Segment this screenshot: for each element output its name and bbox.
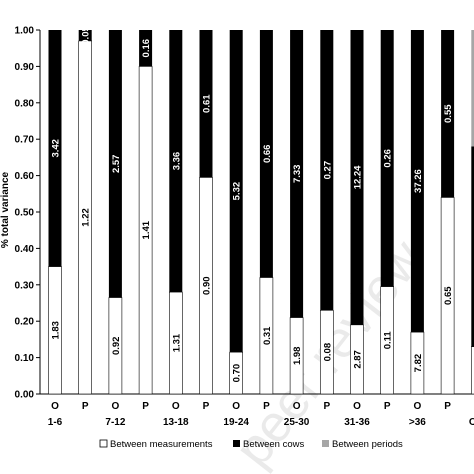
- data-label-measurements: 1.83: [51, 321, 62, 340]
- x-tick-label: O: [51, 401, 59, 412]
- group-label: 1-6: [48, 417, 63, 428]
- data-label-measurements: 2.87: [353, 350, 364, 369]
- x-tick-label: O: [353, 401, 361, 412]
- data-label-measurements: 0.11: [383, 331, 394, 350]
- bar-segment: [470, 346, 474, 395]
- bar-segment: [48, 30, 62, 267]
- data-label-cows: 0.55: [443, 104, 454, 123]
- x-tick-label: P: [142, 401, 149, 412]
- y-tick-label: 0.50: [15, 208, 35, 219]
- data-label-measurements: 1.31: [171, 333, 182, 352]
- data-label-measurements: 0.31: [262, 326, 273, 345]
- data-label-measurements: 7.82: [413, 354, 424, 373]
- data-label-measurements: 0.08: [322, 343, 333, 362]
- legend: Between measurements Between cows Betwee…: [99, 439, 403, 450]
- data-label-measurements: 1.41: [141, 220, 152, 239]
- x-tick-label: P: [323, 401, 330, 412]
- y-tick-label: 0.70: [15, 135, 35, 146]
- y-tick-label: 0.60: [15, 171, 35, 182]
- legend-swatch-measurements: [99, 439, 108, 448]
- x-tick-label: O: [232, 401, 240, 412]
- bar-segment: [108, 30, 122, 298]
- bar-segment: [320, 30, 334, 311]
- group-label: 25-30: [284, 417, 310, 428]
- y-tick-label: 0.40: [15, 244, 35, 255]
- data-label-cows: 0.05: [81, 26, 92, 45]
- y-axis-label: % total variance: [0, 171, 11, 248]
- bars: [48, 30, 474, 395]
- x-tick-label: P: [82, 401, 89, 412]
- data-label-measurements: 0.65: [443, 286, 454, 305]
- data-label-cows: 5.32: [232, 182, 243, 201]
- bar-segment: [78, 30, 92, 41]
- data-label-cows: 0.66: [262, 145, 273, 164]
- data-label-cows: 0.26: [383, 149, 394, 168]
- x-tick-label: O: [293, 401, 301, 412]
- data-label-cows: 2.57: [111, 155, 122, 174]
- data-label-cows: 0.61: [202, 94, 213, 113]
- bar-segment: [199, 30, 213, 178]
- data-label-cows: 3.42: [51, 139, 62, 158]
- x-tick-label: P: [384, 401, 391, 412]
- data-label-measurements: 0.90: [202, 276, 213, 295]
- data-label-cows: 12.24: [353, 165, 364, 189]
- bar-segment: [139, 30, 153, 67]
- x-tick-label: P: [263, 401, 270, 412]
- y-tick-label: 0.90: [15, 62, 35, 73]
- y-tick-label: 0.80: [15, 98, 35, 109]
- data-label-cows: 37.26: [413, 169, 424, 193]
- bar-segment: [169, 30, 183, 293]
- group-label: Overall: [469, 417, 474, 428]
- group-label: 7-12: [105, 417, 125, 428]
- legend-label-cows: Between cows: [243, 439, 305, 450]
- data-label-cows: 0.16: [141, 39, 152, 58]
- x-tick-label: O: [172, 401, 180, 412]
- data-label-cows: 7.33: [292, 165, 303, 184]
- legend-label-measurements: Between measurements: [110, 439, 213, 450]
- bar-segment: [290, 30, 304, 318]
- group-label: 13-18: [163, 417, 189, 428]
- x-tick-label: O: [414, 401, 422, 412]
- bar-segment: [380, 30, 394, 287]
- bar-segment: [441, 30, 455, 198]
- group-label: 19-24: [223, 417, 249, 428]
- legend-swatch-cows: [233, 440, 240, 447]
- y-tick-label: 1.00: [15, 26, 35, 37]
- data-label-measurements: 1.22: [81, 208, 92, 227]
- bar-segment: [229, 30, 243, 353]
- data-label-measurements: 1.98: [292, 347, 303, 366]
- x-tick-label: O: [112, 401, 120, 412]
- group-label: >36: [409, 417, 426, 428]
- legend-swatch-periods: [322, 440, 329, 447]
- data-label-measurements: 0.70: [232, 364, 243, 383]
- x-tick-label: P: [203, 401, 210, 412]
- bar-segment: [259, 30, 273, 278]
- y-tick-label: 0.20: [15, 317, 35, 328]
- bar-segment: [350, 30, 364, 325]
- data-label-cows: 3.36: [171, 152, 182, 171]
- y-tick-label: 0.30: [15, 280, 35, 291]
- x-tick-label: P: [444, 401, 451, 412]
- legend-label-periods: Between periods: [332, 439, 403, 450]
- data-label-cows: 0.27: [322, 161, 333, 180]
- group-label: 31-36: [344, 417, 370, 428]
- data-labels: OPOPOPOPOPOPOPOP1-67-1213-1819-2425-3031…: [48, 26, 474, 428]
- bar-segment: [471, 146, 474, 347]
- bar-segment: [410, 30, 424, 333]
- data-label-measurements: 0.92: [111, 337, 122, 356]
- bar-segment: [471, 30, 474, 147]
- y-tick-label: 0.10: [15, 353, 35, 364]
- y-tick-label: 0.00: [15, 390, 35, 401]
